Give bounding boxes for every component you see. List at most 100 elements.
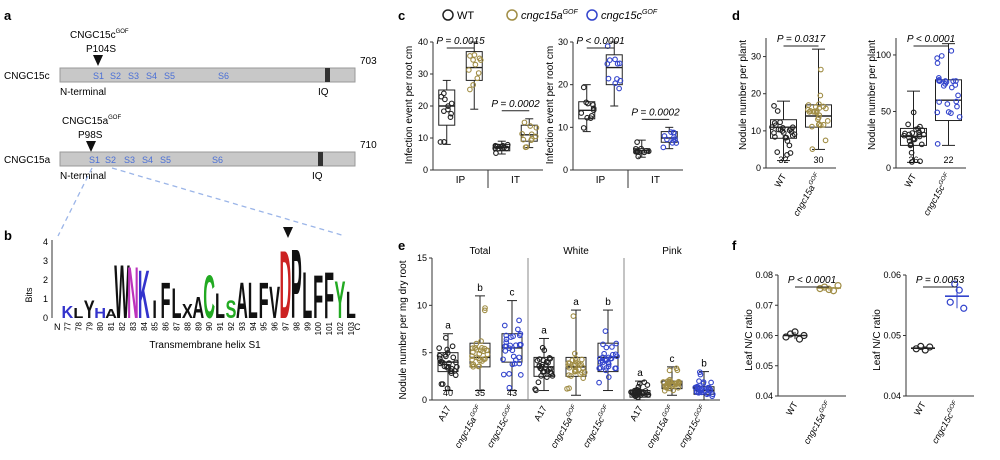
data-point	[696, 378, 702, 384]
data-point	[541, 347, 548, 354]
y-tick-label: 10	[751, 126, 761, 136]
segment-s1-2: S1	[89, 155, 100, 165]
data-point	[509, 361, 516, 368]
data-point	[805, 102, 812, 108]
data-point	[946, 298, 954, 306]
x-category-label: cngc15cGOF	[930, 400, 962, 446]
data-point	[668, 129, 674, 135]
data-point	[616, 85, 622, 92]
data-point	[940, 82, 947, 89]
protein-name-2: CNGC15a	[4, 155, 51, 166]
panel-label-a: a	[4, 8, 12, 23]
logo-position-label: 88	[183, 321, 192, 330]
data-point	[908, 141, 914, 148]
panel-b: Bits 0 1 2 3 4 N C Transmembrane helix S…	[24, 227, 361, 351]
data-point	[670, 382, 676, 389]
p-value-label: P = 0.0002	[491, 99, 540, 110]
subpanel-title: Pink	[662, 246, 682, 257]
data-point	[934, 60, 941, 66]
logo-letter: L	[171, 280, 181, 328]
data-point	[470, 363, 477, 370]
data-point	[608, 355, 615, 362]
panel-label-d: d	[732, 8, 740, 23]
data-point	[529, 136, 535, 142]
data-point	[578, 361, 584, 368]
panel-label-e: e	[398, 238, 405, 253]
data-point	[829, 287, 838, 295]
data-point	[605, 359, 611, 366]
data-point	[604, 61, 611, 67]
data-point	[696, 369, 703, 376]
y-tick-label: 0.05	[883, 331, 901, 341]
x-category-label: cngc15aGOF	[453, 404, 485, 450]
logo-position-label: 101	[325, 321, 334, 335]
logo-letter: A	[192, 292, 204, 326]
data-point	[596, 379, 602, 386]
data-point	[953, 78, 959, 84]
data-point	[916, 133, 923, 140]
data-point	[441, 139, 447, 145]
mutation-arrow-1	[93, 55, 103, 66]
data-point	[917, 158, 923, 165]
data-point	[613, 365, 619, 372]
data-point	[661, 133, 668, 139]
data-point	[609, 344, 615, 350]
logo-letter: Y	[84, 295, 95, 324]
data-point	[605, 354, 612, 361]
logo-position-label: 83	[129, 321, 138, 330]
data-point	[478, 338, 484, 344]
data-point	[521, 119, 528, 126]
logo-n-end: N	[54, 322, 61, 332]
data-point	[636, 380, 643, 387]
logo-letter: P	[291, 230, 302, 340]
data-point	[602, 328, 609, 334]
data-point	[516, 317, 522, 324]
data-point	[603, 344, 610, 351]
logo-position-label: 94	[249, 321, 258, 330]
data-point	[527, 123, 534, 129]
panel-a: CNGC15cGOF P104S CNGC15c S1 S2 S3 S4 S5 …	[4, 29, 377, 237]
data-point	[470, 56, 476, 63]
data-point	[473, 346, 480, 353]
data-point	[445, 106, 451, 113]
data-point	[645, 148, 652, 155]
x-category-label: cngc15cGOF	[677, 404, 709, 450]
x-category-label: cngc15aGOF	[549, 404, 581, 450]
data-point	[697, 371, 704, 378]
data-point	[546, 355, 553, 361]
x-category-label: cngc15aGOF	[645, 404, 677, 450]
data-point	[445, 103, 451, 110]
logo-letter: L	[215, 286, 225, 326]
p-value-label: P = 0.0002	[631, 107, 680, 118]
p-value-label: P < 0.0001	[576, 36, 624, 47]
sample-size-label: 43	[507, 388, 517, 398]
data-point	[602, 367, 609, 374]
logo-letter: L	[346, 286, 356, 328]
data-point	[910, 109, 917, 116]
protein-name-1: CNGC15c	[4, 71, 50, 82]
n-terminal-1: N-terminal	[60, 87, 106, 98]
data-point	[953, 98, 960, 105]
data-point	[532, 133, 539, 140]
segment-s4-2: S4	[142, 155, 153, 165]
data-point	[584, 114, 591, 121]
data-point	[948, 47, 955, 54]
data-point	[481, 307, 488, 314]
data-point	[612, 80, 619, 87]
data-point	[905, 121, 911, 128]
data-point	[513, 342, 519, 349]
data-point	[439, 381, 446, 387]
data-point	[442, 96, 448, 103]
p-value-label: P = 0.0015	[436, 36, 485, 47]
logo-position-label: 86	[162, 321, 171, 330]
logo-ytick-2: 2	[43, 275, 48, 285]
data-point	[470, 81, 477, 88]
data-point	[960, 304, 968, 312]
logo-letter: A	[105, 308, 117, 322]
data-point	[587, 115, 594, 122]
f-ylabel-right: Leaf N/C ratio	[872, 309, 883, 371]
segment-s1-1: S1	[93, 71, 104, 81]
y-tick-label: 0	[422, 395, 427, 405]
significance-letter: c	[670, 354, 675, 365]
